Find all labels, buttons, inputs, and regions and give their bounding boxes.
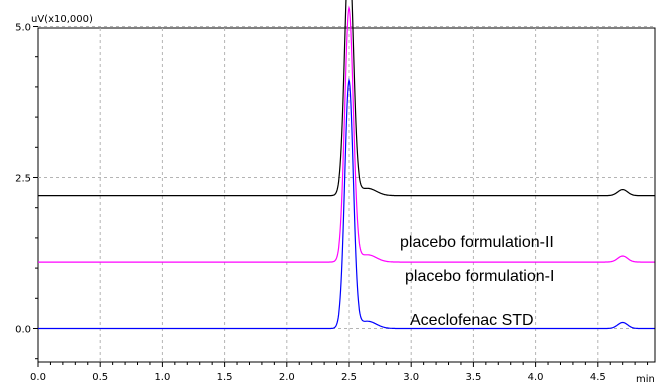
grid — [38, 26, 655, 362]
x-tick-label: 4.0 — [528, 372, 544, 383]
series-line — [38, 5, 655, 263]
y-tick-labels: 0.02.55.07.5 — [15, 23, 31, 336]
x-tick-label: 0.0 — [30, 372, 46, 383]
x-tick-label: 1.5 — [217, 372, 233, 383]
x-tick-label: 2.5 — [341, 372, 357, 383]
y-tick-label: 2.5 — [15, 174, 31, 185]
x-axis-unit-label: min — [636, 374, 655, 385]
series-label: Aceclofenac STD — [410, 312, 534, 329]
series-label: placebo formulation-I — [405, 268, 554, 285]
series-line — [38, 77, 655, 330]
x-tick-label: 3.0 — [403, 372, 419, 383]
x-tick-label: 4.5 — [590, 372, 606, 383]
traces — [38, 0, 655, 330]
series-label: placebo formulation-II — [400, 234, 554, 251]
y-tick-label: 5.0 — [15, 23, 31, 34]
y-tick-label: 0.0 — [15, 325, 31, 336]
x-tick-label: 0.5 — [92, 372, 108, 383]
series-line — [38, 0, 655, 197]
y-axis-unit-label: uV(x10,000) — [31, 14, 93, 25]
axis-ticks — [33, 26, 649, 367]
x-tick-label: 1.0 — [154, 372, 170, 383]
trace-labels: placebo formulation-II placebo formulatio… — [400, 234, 554, 329]
x-tick-labels: 0.0 0.5 1.0 1.5 2.0 2.5 3.0 3.5 4.0 4.5 — [30, 372, 606, 383]
x-tick-label: 3.5 — [465, 372, 481, 383]
x-tick-label: 2.0 — [279, 372, 295, 383]
